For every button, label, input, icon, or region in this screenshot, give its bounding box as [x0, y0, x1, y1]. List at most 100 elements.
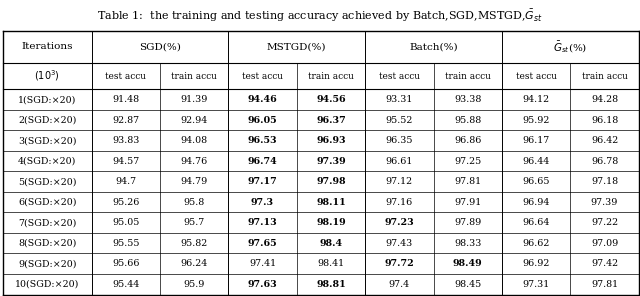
Text: Batch(%): Batch(%) — [409, 42, 458, 52]
Text: 97.98: 97.98 — [316, 177, 346, 186]
Text: 97.65: 97.65 — [248, 239, 277, 248]
Text: 97.22: 97.22 — [591, 218, 618, 227]
Text: 10(SGD:×20): 10(SGD:×20) — [15, 280, 79, 289]
Text: 96.94: 96.94 — [522, 198, 550, 207]
Text: 97.13: 97.13 — [248, 218, 277, 227]
Text: 97.42: 97.42 — [591, 259, 618, 268]
Text: 96.74: 96.74 — [248, 157, 277, 166]
Text: 95.26: 95.26 — [112, 198, 140, 207]
Text: Table 1:  the training and testing accuracy achieved by Batch,SGD,MSTGD,$\bar{G}: Table 1: the training and testing accura… — [97, 7, 543, 24]
Text: 98.19: 98.19 — [316, 218, 346, 227]
Text: 96.86: 96.86 — [454, 136, 481, 145]
Text: 97.4: 97.4 — [388, 280, 410, 289]
Text: test accu: test accu — [516, 72, 557, 81]
Text: 94.46: 94.46 — [248, 95, 277, 104]
Text: 95.52: 95.52 — [386, 116, 413, 125]
Text: 7(SGD:×20): 7(SGD:×20) — [18, 218, 77, 227]
Text: 97.41: 97.41 — [249, 259, 276, 268]
Text: 97.91: 97.91 — [454, 198, 481, 207]
Text: 95.66: 95.66 — [112, 259, 140, 268]
Text: 96.17: 96.17 — [522, 136, 550, 145]
Text: 98.41: 98.41 — [317, 259, 344, 268]
Text: 96.44: 96.44 — [522, 157, 550, 166]
Text: 92.87: 92.87 — [112, 116, 140, 125]
Text: 97.31: 97.31 — [522, 280, 550, 289]
Text: 95.44: 95.44 — [112, 280, 140, 289]
Text: 97.43: 97.43 — [386, 239, 413, 248]
Text: 97.89: 97.89 — [454, 218, 481, 227]
Text: train accu: train accu — [445, 72, 491, 81]
Text: test accu: test accu — [105, 72, 146, 81]
Text: 92.94: 92.94 — [180, 116, 208, 125]
Text: 95.82: 95.82 — [180, 239, 208, 248]
Text: 97.39: 97.39 — [316, 157, 346, 166]
Text: 95.7: 95.7 — [184, 218, 205, 227]
Text: 6(SGD:×20): 6(SGD:×20) — [18, 198, 77, 207]
Text: 98.33: 98.33 — [454, 239, 481, 248]
Text: 4(SGD:×20): 4(SGD:×20) — [18, 157, 77, 166]
Text: 96.64: 96.64 — [522, 218, 550, 227]
Text: 97.39: 97.39 — [591, 198, 618, 207]
Text: 9(SGD:×20): 9(SGD:×20) — [18, 259, 77, 268]
Text: 97.25: 97.25 — [454, 157, 481, 166]
Text: 3(SGD:×20): 3(SGD:×20) — [18, 136, 77, 145]
Text: 98.81: 98.81 — [316, 280, 346, 289]
Text: 93.31: 93.31 — [386, 95, 413, 104]
Text: 97.3: 97.3 — [251, 198, 274, 207]
Text: 96.65: 96.65 — [522, 177, 550, 186]
Text: 93.38: 93.38 — [454, 95, 481, 104]
Text: 95.55: 95.55 — [112, 239, 140, 248]
Text: 94.76: 94.76 — [180, 157, 208, 166]
Text: train accu: train accu — [171, 72, 217, 81]
Text: 94.7: 94.7 — [115, 177, 136, 186]
Text: 98.49: 98.49 — [453, 259, 483, 268]
Text: 96.18: 96.18 — [591, 116, 618, 125]
Text: 94.08: 94.08 — [180, 136, 208, 145]
Text: 96.78: 96.78 — [591, 157, 618, 166]
Text: SGD(%): SGD(%) — [139, 42, 181, 52]
Text: 96.62: 96.62 — [522, 239, 550, 248]
Text: train accu: train accu — [582, 72, 627, 81]
Text: 96.05: 96.05 — [248, 116, 277, 125]
Text: 96.61: 96.61 — [386, 157, 413, 166]
Text: 96.37: 96.37 — [316, 116, 346, 125]
Text: 98.4: 98.4 — [319, 239, 342, 248]
Text: 94.12: 94.12 — [522, 95, 550, 104]
Text: 95.9: 95.9 — [184, 280, 205, 289]
Text: 95.8: 95.8 — [184, 198, 205, 207]
Text: 94.79: 94.79 — [180, 177, 208, 186]
Text: 2(SGD:×20): 2(SGD:×20) — [18, 116, 77, 125]
Text: 1(SGD:×20): 1(SGD:×20) — [18, 95, 77, 104]
Text: 97.17: 97.17 — [248, 177, 277, 186]
Text: 8(SGD:×20): 8(SGD:×20) — [18, 239, 77, 248]
Text: 93.83: 93.83 — [112, 136, 140, 145]
Text: 97.12: 97.12 — [386, 177, 413, 186]
Text: 96.35: 96.35 — [385, 136, 413, 145]
Text: 97.18: 97.18 — [591, 177, 618, 186]
Text: 95.05: 95.05 — [112, 218, 140, 227]
Text: 98.45: 98.45 — [454, 280, 481, 289]
Text: 94.57: 94.57 — [112, 157, 140, 166]
Text: 91.39: 91.39 — [180, 95, 208, 104]
Text: 96.92: 96.92 — [522, 259, 550, 268]
Text: 97.23: 97.23 — [385, 218, 414, 227]
Text: 97.81: 97.81 — [454, 177, 481, 186]
Text: 96.24: 96.24 — [180, 259, 208, 268]
Text: 94.28: 94.28 — [591, 95, 618, 104]
Text: 96.53: 96.53 — [248, 136, 277, 145]
Text: 97.09: 97.09 — [591, 239, 618, 248]
Text: MSTGD(%): MSTGD(%) — [267, 42, 326, 52]
Text: 95.92: 95.92 — [522, 116, 550, 125]
Text: 98.11: 98.11 — [316, 198, 346, 207]
Text: 91.48: 91.48 — [112, 95, 140, 104]
Text: 97.72: 97.72 — [385, 259, 414, 268]
Text: Iterations: Iterations — [22, 42, 73, 52]
Text: 94.56: 94.56 — [316, 95, 346, 104]
Text: 97.81: 97.81 — [591, 280, 618, 289]
Text: 96.93: 96.93 — [316, 136, 346, 145]
Text: 97.16: 97.16 — [386, 198, 413, 207]
Text: test accu: test accu — [379, 72, 420, 81]
Text: 96.42: 96.42 — [591, 136, 618, 145]
Text: 95.88: 95.88 — [454, 116, 481, 125]
Text: $\bar{G}_{st}$(%): $\bar{G}_{st}$(%) — [553, 39, 588, 55]
